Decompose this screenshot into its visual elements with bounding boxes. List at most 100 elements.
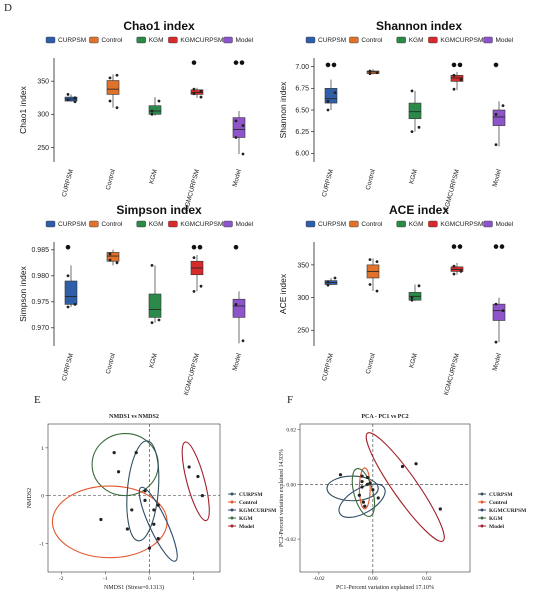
legend-label-control: Control (489, 500, 508, 506)
data-point (333, 276, 337, 280)
x-tick-label: 0.00 (368, 576, 378, 582)
data-point (234, 303, 238, 306)
legend-marker-curpsm (480, 492, 484, 496)
point-curpsm (152, 522, 156, 526)
outlier-point (499, 244, 505, 249)
legend-label-curpsm: CURPSM (58, 221, 86, 228)
data-point (241, 152, 245, 156)
ellipse-kgmcurpsm (338, 483, 386, 518)
y-tick-label: 0.980 (31, 273, 49, 280)
point-control (99, 517, 103, 522)
legend-swatch-kgm (136, 220, 146, 228)
data-point (66, 305, 70, 309)
data-point (452, 264, 456, 268)
point-kgm (365, 482, 370, 486)
data-point (368, 283, 372, 286)
outlier-point (233, 244, 239, 250)
y-tick-label: 6.25 (295, 129, 309, 136)
y-tick-label: 0 (41, 494, 44, 500)
point-control (360, 485, 364, 489)
legend-label-curpsm: CURPSM (239, 492, 263, 498)
data-point (494, 112, 498, 116)
data-point (150, 112, 154, 116)
x-tick-label: -2 (59, 576, 64, 582)
x-axis-label: PC1-Percent variation explained 17.10% (336, 585, 434, 591)
legend-label-kgmcurpsm: KGMCURPSM (180, 37, 223, 44)
y-tick-label: 250 (297, 328, 309, 335)
box-model (232, 298, 246, 318)
box-control (366, 70, 380, 74)
point-curpsm (368, 481, 372, 485)
x-axis-label: NMDS1 (Stress=0.1313) (104, 584, 164, 591)
data-point (157, 99, 161, 103)
point-control (125, 527, 129, 531)
legend-swatch-curpsm (45, 220, 56, 228)
data-point (459, 270, 463, 273)
box-kgm (148, 105, 162, 115)
legend-label-model: Model (239, 524, 254, 530)
chart-title: NMDS1 vs NMDS2 (109, 414, 159, 420)
point-model (400, 464, 405, 469)
data-point (452, 73, 456, 77)
legend-label-kgmcurpsm: KGMCURPSM (440, 37, 483, 44)
data-point (368, 69, 372, 73)
legend-label-model: Model (496, 37, 514, 44)
data-point (375, 260, 379, 264)
legend-label-control: Control (361, 221, 383, 228)
legend-marker-model (230, 524, 234, 528)
y-tick-label: 350 (297, 262, 309, 269)
point-kgm (360, 479, 364, 484)
outlier-point (239, 60, 245, 65)
point-curpsm (143, 498, 147, 502)
x-tick-label: 0.02 (422, 576, 432, 582)
y-axis-label: PC2-Percent variation explained 14.93% (279, 449, 285, 547)
box-kgmcurpsm (450, 75, 464, 82)
point-kgmcurpsm (143, 489, 147, 493)
data-point (192, 256, 196, 259)
legend-swatch-control (349, 36, 359, 44)
x-tick-label: 1 (192, 576, 195, 582)
x-category-label: Control (105, 352, 117, 375)
legend-label-model: Model (489, 524, 504, 530)
data-point (333, 91, 337, 95)
outlier-point (451, 244, 457, 249)
outlier-point (325, 62, 331, 68)
outlier-point (233, 60, 239, 65)
point-model (414, 462, 418, 466)
legend-label-curpsm: CURPSM (318, 37, 346, 44)
panel-letter-e: E (34, 394, 41, 406)
outlier-point (457, 244, 463, 249)
data-point (494, 302, 498, 306)
data-point (66, 93, 70, 96)
point-kgmcurpsm (152, 508, 156, 512)
legend-swatch-kgmcurpsm (168, 36, 178, 44)
x-category-label: CURPSM (321, 169, 335, 198)
data-point (108, 258, 112, 262)
point-kgmcurpsm (357, 493, 361, 497)
legend-label-model: Model (236, 221, 254, 228)
data-point (108, 76, 112, 80)
x-category-label: Control (365, 168, 377, 191)
y-axis-label: Chao1 index (18, 85, 28, 133)
data-point (410, 296, 414, 299)
legend-swatch-model (483, 220, 493, 228)
point-curpsm (363, 504, 367, 508)
legend-label-kgm: KGM (149, 37, 164, 44)
legend-swatch-model (483, 36, 493, 44)
chart-title: ACE index (389, 203, 449, 217)
data-point (73, 100, 77, 104)
x-category-label: KGMCURPSM (183, 353, 201, 396)
legend-swatch-kgm (396, 36, 406, 44)
outlier-point (191, 60, 197, 65)
y-tick-label: -1 (39, 541, 44, 547)
point-kgm (134, 451, 138, 455)
chart-title: Simpson index (116, 203, 202, 217)
data-point (375, 71, 379, 75)
x-category-label: KGMCURPSM (443, 353, 461, 396)
legend-marker-kgmcurpsm (230, 508, 234, 512)
data-point (410, 298, 414, 302)
x-tick-label: -0.02 (313, 576, 325, 582)
y-tick-label: 0.985 (31, 247, 49, 254)
box-model (492, 109, 506, 126)
